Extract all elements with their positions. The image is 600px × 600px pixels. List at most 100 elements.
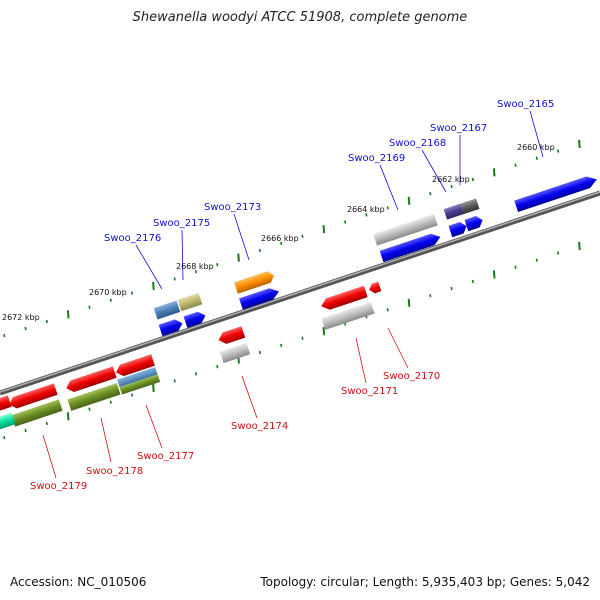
- lower-tick: [557, 251, 560, 255]
- feature-dark: [459, 198, 480, 215]
- gene-bar-swoo-2170: [369, 281, 382, 294]
- upper-tick: [322, 225, 326, 234]
- tick-track-lower: [3, 241, 581, 440]
- gene-bar-swoo-2175: [183, 311, 206, 328]
- upper-tick: [578, 139, 581, 149]
- feature-olive-lower-3: [11, 399, 63, 427]
- lower-tick: [45, 421, 48, 426]
- upper-tick: [450, 184, 453, 189]
- upper-tick: [471, 177, 474, 182]
- gene-label-swoo-2179[interactable]: Swoo_2179: [30, 481, 87, 492]
- gene-bar-swoo-2168: [448, 222, 467, 238]
- upper-tick: [131, 291, 134, 295]
- feature-slate: [443, 203, 465, 220]
- kbp-label-2666: 2666 kbp: [261, 234, 299, 243]
- kbp-label-2672: 2672 kbp: [2, 313, 40, 322]
- map-title: Shewanella woodyi ATCC 51908, complete g…: [132, 10, 468, 25]
- upper-tick: [514, 163, 517, 167]
- gene-label-swoo-2171[interactable]: Swoo_2171: [341, 386, 398, 397]
- leader-swoo-2177: [145, 404, 163, 449]
- lower-tick: [66, 412, 70, 421]
- leader-swoo-2179: [42, 434, 57, 479]
- feature-khaki: [177, 292, 203, 312]
- gene-label-swoo-2174[interactable]: Swoo_2174: [231, 421, 288, 432]
- leader-swoo-2170: [387, 327, 409, 369]
- lower-tick: [407, 298, 411, 307]
- gene-label-swoo-2169[interactable]: Swoo_2169: [348, 153, 405, 164]
- gene-bar-swoo-2179: [9, 383, 58, 409]
- upper-tick: [557, 149, 560, 153]
- gene-label-swoo-2175[interactable]: Swoo_2175: [153, 218, 210, 229]
- leader-swoo-2171: [355, 337, 367, 384]
- upper-tick: [535, 156, 538, 160]
- lower-tick: [280, 343, 283, 348]
- gene-label-swoo-2177[interactable]: Swoo_2177: [137, 451, 194, 462]
- gene-bar-swoo-2177: [116, 354, 155, 377]
- feature-teal-edge: [0, 412, 16, 430]
- upper-tick: [173, 277, 176, 281]
- lower-tick: [194, 372, 198, 376]
- gene-bar-swoo-2167: [464, 216, 483, 232]
- leader-swoo-2174: [241, 375, 258, 419]
- lower-tick: [258, 350, 261, 355]
- lower-tick: [301, 336, 304, 340]
- lower-tick: [578, 241, 581, 251]
- feature-olive-lower-2: [67, 383, 121, 411]
- upper-tick: [194, 270, 198, 274]
- leader-swoo-2176: [135, 244, 163, 290]
- gene-bar-swoo-2178: [66, 366, 117, 393]
- leader-swoo-2169: [379, 164, 399, 211]
- upper-tick: [66, 310, 70, 319]
- upper-tick: [45, 319, 48, 324]
- upper-tick: [301, 234, 304, 238]
- topology-summary: Topology: circular; Length: 5,935,403 bp…: [260, 575, 590, 589]
- upper-tick: [216, 263, 219, 267]
- feature-steel: [153, 300, 181, 320]
- gene-label-swoo-2165[interactable]: Swoo_2165: [497, 99, 554, 110]
- kbp-label-2662: 2662 kbp: [432, 175, 470, 184]
- upper-tick: [109, 298, 112, 302]
- upper-tick: [344, 220, 347, 224]
- feature-gray-lower-1: [321, 302, 375, 330]
- leader-swoo-2168: [421, 149, 447, 193]
- lower-tick: [450, 286, 453, 291]
- lower-tick: [24, 428, 27, 433]
- lower-tick: [322, 327, 326, 336]
- upper-tick: [152, 281, 155, 291]
- leader-swoo-2165: [529, 110, 544, 158]
- lower-tick: [152, 383, 155, 393]
- lower-tick: [3, 436, 6, 440]
- lower-tick: [471, 279, 474, 284]
- gene-label-swoo-2173[interactable]: Swoo_2173: [204, 202, 261, 213]
- upper-tick: [386, 206, 389, 210]
- gene-label-swoo-2167[interactable]: Swoo_2167: [430, 123, 487, 134]
- gene-label-swoo-2168[interactable]: Swoo_2168: [389, 138, 446, 149]
- feature-gray-upper: [373, 213, 438, 246]
- leader-swoo-2178: [100, 417, 112, 463]
- gene-bar-swoo-2173: [239, 288, 279, 310]
- lower-tick: [109, 400, 112, 404]
- upper-tick: [24, 326, 27, 331]
- upper-tick: [407, 196, 411, 205]
- gene-label-swoo-2170[interactable]: Swoo_2170: [383, 371, 440, 382]
- upper-tick: [237, 253, 240, 262]
- lower-tick: [429, 294, 432, 298]
- lower-tick: [386, 308, 389, 312]
- lower-tick: [216, 365, 219, 369]
- lower-tick: [514, 265, 517, 269]
- gene-bar-swoo-2169: [379, 233, 441, 263]
- gene-bar-edge-red: [0, 395, 12, 412]
- upper-tick: [280, 241, 283, 246]
- upper-tick: [3, 334, 6, 338]
- kbp-label-2670: 2670 kbp: [89, 288, 127, 297]
- lower-tick: [131, 393, 134, 397]
- upper-tick: [492, 168, 496, 177]
- gene-bar-swoo-2176: [158, 319, 183, 337]
- upper-tick: [365, 213, 368, 217]
- feature-olive-lower-1: [119, 374, 161, 395]
- gene-label-swoo-2178[interactable]: Swoo_2178: [86, 466, 143, 477]
- upper-tick: [429, 192, 432, 196]
- gene-label-swoo-2176[interactable]: Swoo_2176: [104, 233, 161, 244]
- feature-gray-lower-2: [219, 342, 251, 364]
